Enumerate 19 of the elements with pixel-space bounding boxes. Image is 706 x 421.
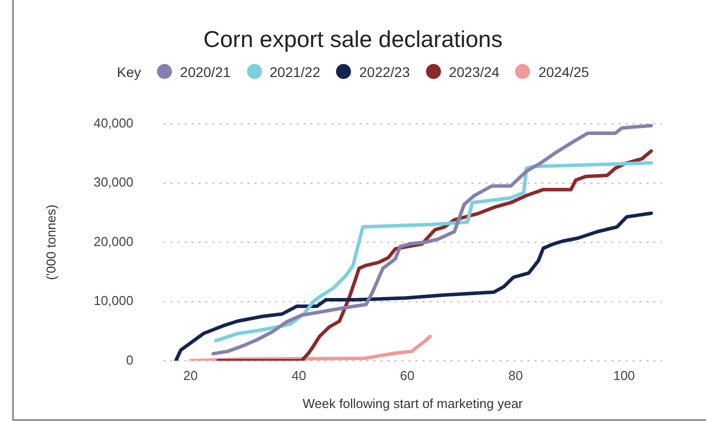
x-axis-title: Week following start of marketing year <box>302 396 524 411</box>
x-tick-label: 40 <box>292 368 306 384</box>
x-tick-label: 60 <box>400 368 414 384</box>
x-tick-label: 80 <box>508 368 523 384</box>
legend-label: 2024/25 <box>538 64 590 80</box>
legend-label: 2021/22 <box>270 64 320 80</box>
legend-label: 2023/24 <box>448 64 500 80</box>
legend-label: 2022/23 <box>359 64 410 80</box>
x-tick-label: 100 <box>613 368 635 384</box>
x-tick-label: 20 <box>183 368 198 384</box>
legend-title: Key <box>116 64 142 80</box>
legend-label: 2020/21 <box>180 64 231 80</box>
y-tick-label: 0 <box>126 352 134 368</box>
y-tick-label: 40,000 <box>94 115 134 130</box>
y-tick-label: 10,000 <box>94 293 134 308</box>
y-tick-label: 20,000 <box>94 234 134 249</box>
chart-title: Corn export sale declarations <box>202 26 504 53</box>
y-tick-label: 30,000 <box>94 174 134 190</box>
y-axis-title: ('000 tonnes) <box>43 204 58 280</box>
